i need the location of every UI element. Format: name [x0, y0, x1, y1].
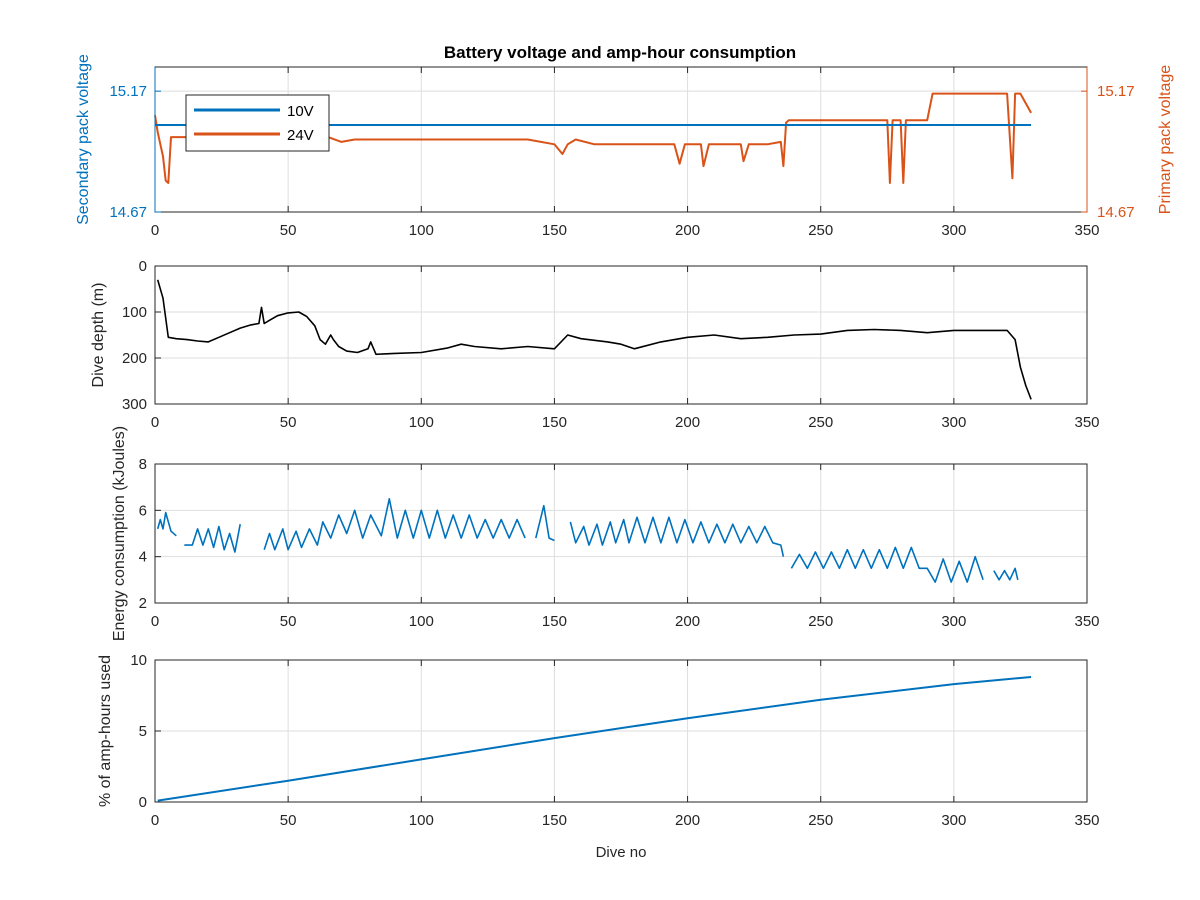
x-tick-label: 100: [409, 812, 434, 829]
x-tick-label: 250: [808, 812, 833, 829]
x-tick-label: 300: [941, 414, 966, 431]
y-tick-label: 14.67: [109, 204, 147, 221]
x-tick-label: 150: [542, 613, 567, 630]
y-axis-label: Energy consumption (kJoules): [111, 426, 128, 641]
x-tick-label: 150: [542, 812, 567, 829]
y-axis-label: Dive depth (m): [90, 283, 107, 388]
x-tick-label: 350: [1074, 812, 1099, 829]
legend-label-10v: 10V: [287, 103, 314, 120]
subplot-2: 0 50 100 150 200 250 300 350 0 100 200 300 Dive dept…: [90, 258, 1100, 431]
energy-segment-2: [184, 524, 241, 553]
y-tick-label: 6: [139, 502, 147, 519]
energy-segment-6: [790, 546, 984, 583]
x-tick-label: 200: [675, 812, 700, 829]
dive-depth-line: [156, 279, 1032, 400]
energy-segment-3: [263, 497, 526, 551]
axes-box: [154, 265, 1088, 405]
y-tick-label-right: 15.17: [1097, 83, 1135, 100]
y-tick-label: 4: [139, 549, 147, 566]
energy-segment-1: [156, 511, 177, 537]
x-tick-label: 150: [542, 414, 567, 431]
x-tick-label: 100: [409, 613, 434, 630]
y-tick-label: 10: [130, 652, 147, 669]
subplot-3: 0 50 100 150 200 250 300 350 2 4 6 8 Energy consumpt…: [111, 426, 1100, 641]
x-tick-label: 200: [675, 414, 700, 431]
amp-hours-line: [157, 676, 1032, 802]
x-tick-label: 300: [941, 222, 966, 239]
y-axis-label-right: Primary pack voltage: [1157, 65, 1174, 214]
y-tick-label-right: 14.67: [1097, 204, 1135, 221]
y-tick-label: 2: [139, 595, 147, 612]
y-tick-label: 300: [122, 396, 147, 413]
x-tick-label: 0: [151, 812, 159, 829]
legend-label-24v: 24V: [287, 127, 314, 144]
x-tick-label: 300: [941, 812, 966, 829]
x-axis-label: Dive no: [596, 844, 647, 861]
energy-segment-5: [569, 516, 785, 557]
y-tick-label: 100: [122, 304, 147, 321]
y-tick-label: 200: [122, 350, 147, 367]
x-tick-label: 100: [409, 222, 434, 239]
x-tick-label: 200: [675, 222, 700, 239]
y-axis-label: % of amp-hours used: [97, 655, 114, 807]
y-tick-label: 8: [139, 456, 147, 473]
x-tick-label: 50: [280, 414, 297, 431]
x-tick-label: 50: [280, 613, 297, 630]
y-tick-label: 5: [139, 723, 147, 740]
axes-box: [154, 463, 1088, 604]
subplot-4: 0 50 100 150 200 250 300 350 0 5 10 % of amp-hours …: [97, 652, 1100, 861]
x-tick-label: 250: [808, 414, 833, 431]
x-tick-label: 0: [151, 414, 159, 431]
energy-segment-7: [993, 567, 1019, 581]
y-tick-label: 0: [139, 258, 147, 275]
x-tick-label: 150: [542, 222, 567, 239]
subplot-1: 0 50 100 150 200 250 300 35014.6715.1714.6715.1…: [75, 54, 1174, 239]
x-tick-label: 100: [409, 414, 434, 431]
x-tick-label: 250: [808, 222, 833, 239]
legend-box: [185, 94, 330, 152]
x-tick-label: 350: [1074, 414, 1099, 431]
x-tick-label: 250: [808, 613, 833, 630]
x-tick-label: 300: [941, 613, 966, 630]
plot-area: [155, 464, 1087, 603]
x-tick-label: 350: [1074, 222, 1099, 239]
x-tick-label: 200: [675, 613, 700, 630]
x-tick-label: 50: [280, 222, 297, 239]
energy-segment-4: [535, 504, 555, 542]
plots: 0 50 100 150 200 250 300 35014.6715.1714.6715.1…: [75, 54, 1174, 861]
x-tick-label: 0: [151, 222, 159, 239]
y-tick-label: 15.17: [109, 83, 147, 100]
plot-area: [155, 266, 1087, 404]
x-tick-label: 350: [1074, 613, 1099, 630]
y-axis-label: Secondary pack voltage: [75, 54, 92, 225]
y-tick-label: 0: [139, 794, 147, 811]
x-tick-label: 50: [280, 812, 297, 829]
x-tick-label: 0: [151, 613, 159, 630]
figure-title: Battery voltage and amp-hour consumption: [444, 43, 796, 62]
